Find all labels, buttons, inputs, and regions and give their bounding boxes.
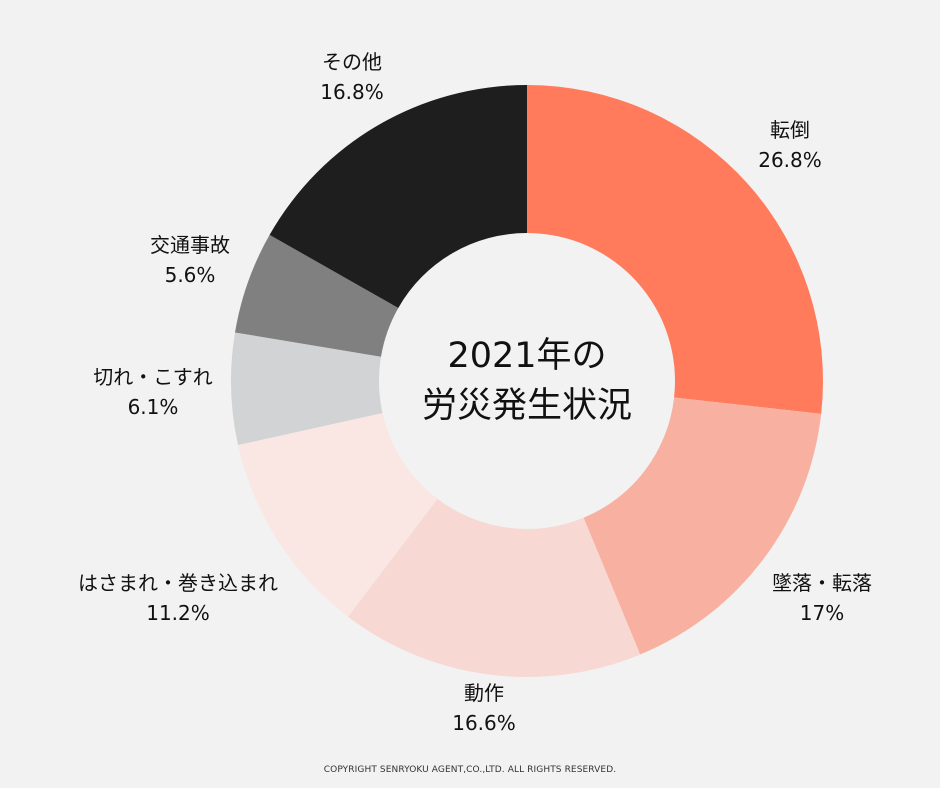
segment-label-kire: 切れ・こすれ 6.1% [93, 362, 213, 422]
segment-label-value: 6.1% [127, 395, 179, 419]
donut-segment [235, 234, 399, 357]
segment-label-name: 切れ・こすれ [93, 365, 213, 389]
chart-title-line-2: 労災発生状況 [421, 386, 633, 426]
segment-label-name: 交通事故 [150, 233, 230, 257]
segment-label-name: 墜落・転落 [772, 571, 872, 595]
donut-segment [527, 85, 823, 414]
chart-title-line-1: 2021年の [447, 336, 607, 376]
segment-label-value: 26.8% [758, 148, 822, 172]
segment-label-sonota: その他 16.8% [320, 47, 384, 107]
segment-label-tentou: 転倒 26.8% [758, 115, 822, 175]
donut-segment [231, 332, 383, 446]
donut-segment [583, 397, 822, 655]
segment-label-name: 転倒 [769, 118, 810, 142]
segment-label-value: 16.8% [320, 80, 384, 104]
segment-label-name: 動作 [463, 681, 504, 705]
segment-label-value: 16.6% [452, 711, 516, 735]
segment-label-dousa: 動作 16.6% [452, 678, 516, 738]
segment-label-value: 17% [799, 601, 845, 625]
donut-segment [238, 413, 438, 617]
segment-label-name: その他 [321, 50, 382, 74]
segment-label-name: はさまれ・巻き込まれ [78, 571, 278, 595]
segment-label-value: 11.2% [146, 601, 210, 625]
segment-label-value: 5.6% [164, 263, 216, 287]
chart-title: 2021年の 労災発生状況 [422, 331, 632, 431]
segment-label-tsuiraku: 墜落・転落 17% [772, 568, 872, 628]
donut-segment [347, 498, 641, 678]
segment-label-hasamare: はさまれ・巻き込まれ 11.2% [78, 568, 278, 628]
segment-label-koutsuu: 交通事故 5.6% [150, 230, 230, 290]
donut-segment [269, 85, 527, 308]
copyright-footer: COPYRIGHT SENRYOKU AGENT,CO.,LTD. ALL RI… [323, 765, 617, 775]
